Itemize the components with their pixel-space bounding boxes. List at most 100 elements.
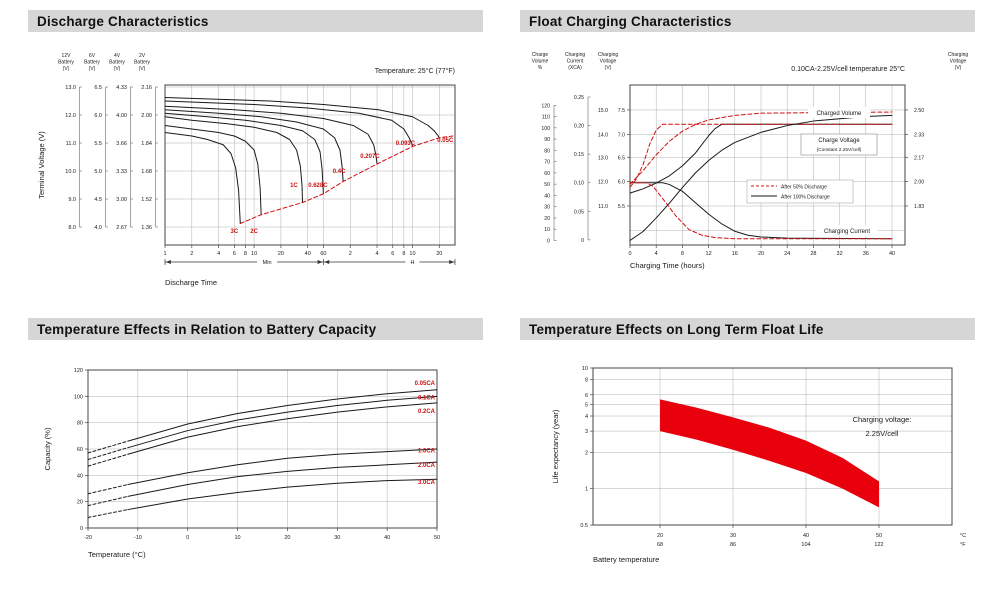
curve-label-3C: 3C bbox=[230, 229, 238, 235]
condition-note: 0.10CA-2.25V/cell temperature 25°C bbox=[791, 65, 905, 73]
svg-text:6: 6 bbox=[585, 393, 588, 399]
curve-1.0CA-dashed bbox=[87, 484, 129, 495]
temperature-capacity-chart-canvas: 0 20 40 60 80 100 120 -20 -10 0 10 20 30 40 50 Capacity… bbox=[43, 368, 440, 559]
svg-text:-10: -10 bbox=[134, 535, 142, 541]
capacity-curves bbox=[87, 389, 438, 518]
scale-header: (V) bbox=[89, 66, 96, 72]
svg-text:70: 70 bbox=[544, 160, 550, 166]
svg-text:0: 0 bbox=[547, 238, 550, 244]
scale-header: (V) bbox=[63, 66, 70, 72]
svg-text:(V): (V) bbox=[955, 65, 962, 71]
svg-text:100: 100 bbox=[541, 126, 550, 132]
curve-label-0.207C: 0.207C bbox=[360, 154, 380, 160]
bracket-hour-label: H bbox=[411, 260, 415, 266]
charging_current_after_100 bbox=[629, 182, 893, 240]
svg-text:20: 20 bbox=[758, 251, 764, 257]
svg-text:0.20: 0.20 bbox=[574, 124, 584, 130]
y-tick-label: 1.36 bbox=[141, 225, 152, 231]
life-expectancy-band bbox=[660, 399, 879, 508]
curve-labels: Charged Volume Charge Voltage (Constant 2.… bbox=[800, 107, 878, 236]
y-tick-label: 8.0 bbox=[68, 225, 76, 231]
svg-text:2: 2 bbox=[349, 251, 352, 257]
svg-text:4: 4 bbox=[585, 414, 588, 420]
svg-text:6: 6 bbox=[233, 251, 236, 257]
svg-text:3: 3 bbox=[585, 429, 588, 435]
svg-text:40: 40 bbox=[384, 535, 390, 541]
curve-label-0.1CA: 0.1CA bbox=[418, 396, 436, 402]
curve-label-1.0CA: 1.0CA bbox=[418, 448, 436, 454]
y-tick-label: 5.5 bbox=[94, 141, 102, 147]
annotation: Charging voltage: 2.25V/cell bbox=[853, 415, 912, 438]
charged_volume_after_50 bbox=[629, 111, 893, 185]
y-tick-label: 3.33 bbox=[116, 169, 127, 175]
svg-text:Charging: Charging bbox=[948, 52, 969, 58]
charging_current_after_50 bbox=[629, 182, 893, 240]
panel-float-charging-title: Float Charging Characteristics bbox=[529, 13, 732, 29]
svg-text:8: 8 bbox=[681, 251, 684, 257]
right-axis-tick: 2.17 bbox=[914, 155, 924, 161]
grid bbox=[88, 370, 437, 528]
svg-text:Voltage: Voltage bbox=[600, 59, 617, 65]
right-axis-tick: 2.00 bbox=[914, 180, 924, 186]
panel-float-life: Temperature Effects on Long Term Float L… bbox=[520, 318, 990, 570]
curve-3.0CA bbox=[127, 478, 438, 511]
legend-after-100: After 100% Discharge bbox=[781, 195, 830, 201]
svg-text:5.5: 5.5 bbox=[618, 204, 625, 210]
svg-text:7.0: 7.0 bbox=[618, 132, 625, 138]
svg-text:0.10: 0.10 bbox=[574, 181, 584, 187]
temperature-note: Temperature: 25°C (77°F) bbox=[375, 67, 455, 75]
svg-text:(V): (V) bbox=[605, 65, 612, 71]
svg-text:0.5: 0.5 bbox=[580, 523, 588, 529]
svg-text:0: 0 bbox=[80, 526, 83, 532]
y-tick-label: 6.0 bbox=[94, 113, 102, 119]
svg-text:40: 40 bbox=[305, 251, 311, 257]
voltage-scale-columns: 12VBattery(V)13.012.011.010.09.08.06VBat… bbox=[58, 53, 158, 231]
panel-temperature-capacity: Temperature Effects in Relation to Batte… bbox=[28, 318, 488, 566]
panel-discharge-header: Discharge Characteristics bbox=[28, 10, 483, 32]
curve-0.2CA-dashed bbox=[87, 453, 129, 467]
curve-labels: 3C 2C 1C 0.628C 0.4C 0.207C 0.093C 0.05C bbox=[230, 138, 453, 235]
curve-0.1CA-dashed bbox=[87, 447, 129, 461]
svg-text:40: 40 bbox=[77, 473, 83, 479]
curve-2C bbox=[164, 125, 262, 216]
curve-3C bbox=[164, 132, 241, 224]
svg-text:30: 30 bbox=[544, 205, 550, 211]
y-tick-labels: 10 8 6 5 4 3 2 1 0.5 bbox=[580, 366, 593, 529]
svg-text:-20: -20 bbox=[84, 535, 92, 541]
panel-temperature-capacity-title: Temperature Effects in Relation to Batte… bbox=[37, 321, 377, 337]
panel-float-life-header: Temperature Effects on Long Term Float L… bbox=[520, 318, 975, 340]
y-tick-label: 3.00 bbox=[116, 197, 127, 203]
x-axis-label: Charging Time (hours) bbox=[630, 261, 705, 270]
curve-0.207C bbox=[164, 105, 378, 165]
legend-after-50: After 50% Discharge bbox=[781, 185, 827, 191]
y-tick-label: 10.0 bbox=[65, 169, 76, 175]
scale-header: 12V bbox=[62, 53, 72, 59]
svg-text:8: 8 bbox=[244, 251, 247, 257]
curve-label-0.093C: 0.093C bbox=[396, 141, 416, 147]
charge_voltage_after_50 bbox=[629, 123, 893, 188]
svg-text:20: 20 bbox=[77, 500, 83, 506]
svg-text:80: 80 bbox=[544, 148, 550, 154]
curve-label-2C: 2C bbox=[250, 229, 258, 235]
curve-label-0.05C: 0.05C bbox=[437, 138, 454, 144]
svg-text:0: 0 bbox=[186, 535, 189, 541]
svg-text:60: 60 bbox=[77, 447, 83, 453]
y-tick-label: 1.68 bbox=[141, 169, 152, 175]
svg-text:15.0: 15.0 bbox=[598, 108, 608, 114]
svg-text:6.5: 6.5 bbox=[618, 155, 625, 161]
y-tick-label: 2.00 bbox=[141, 113, 152, 119]
charge_voltage_after_100 bbox=[629, 123, 893, 194]
svg-text:40: 40 bbox=[544, 193, 550, 199]
svg-text:6.0: 6.0 bbox=[618, 180, 625, 186]
svg-text:40: 40 bbox=[803, 533, 809, 539]
svg-text:0.25: 0.25 bbox=[574, 95, 584, 101]
panel-float-charging-header: Float Charging Characteristics bbox=[520, 10, 975, 32]
svg-text:7.5: 7.5 bbox=[618, 108, 625, 114]
left-axis-scales: 12011010090807060504030201000.250.200.15… bbox=[541, 95, 924, 244]
panel-temperature-capacity-header: Temperature Effects in Relation to Batte… bbox=[28, 318, 483, 340]
svg-text:10: 10 bbox=[582, 366, 588, 372]
x-axis-label: Discharge Time bbox=[165, 278, 217, 287]
svg-text:6: 6 bbox=[391, 251, 394, 257]
curve-label-2.0CA: 2.0CA bbox=[418, 463, 436, 469]
curve-3.0CA-dashed bbox=[87, 509, 129, 518]
